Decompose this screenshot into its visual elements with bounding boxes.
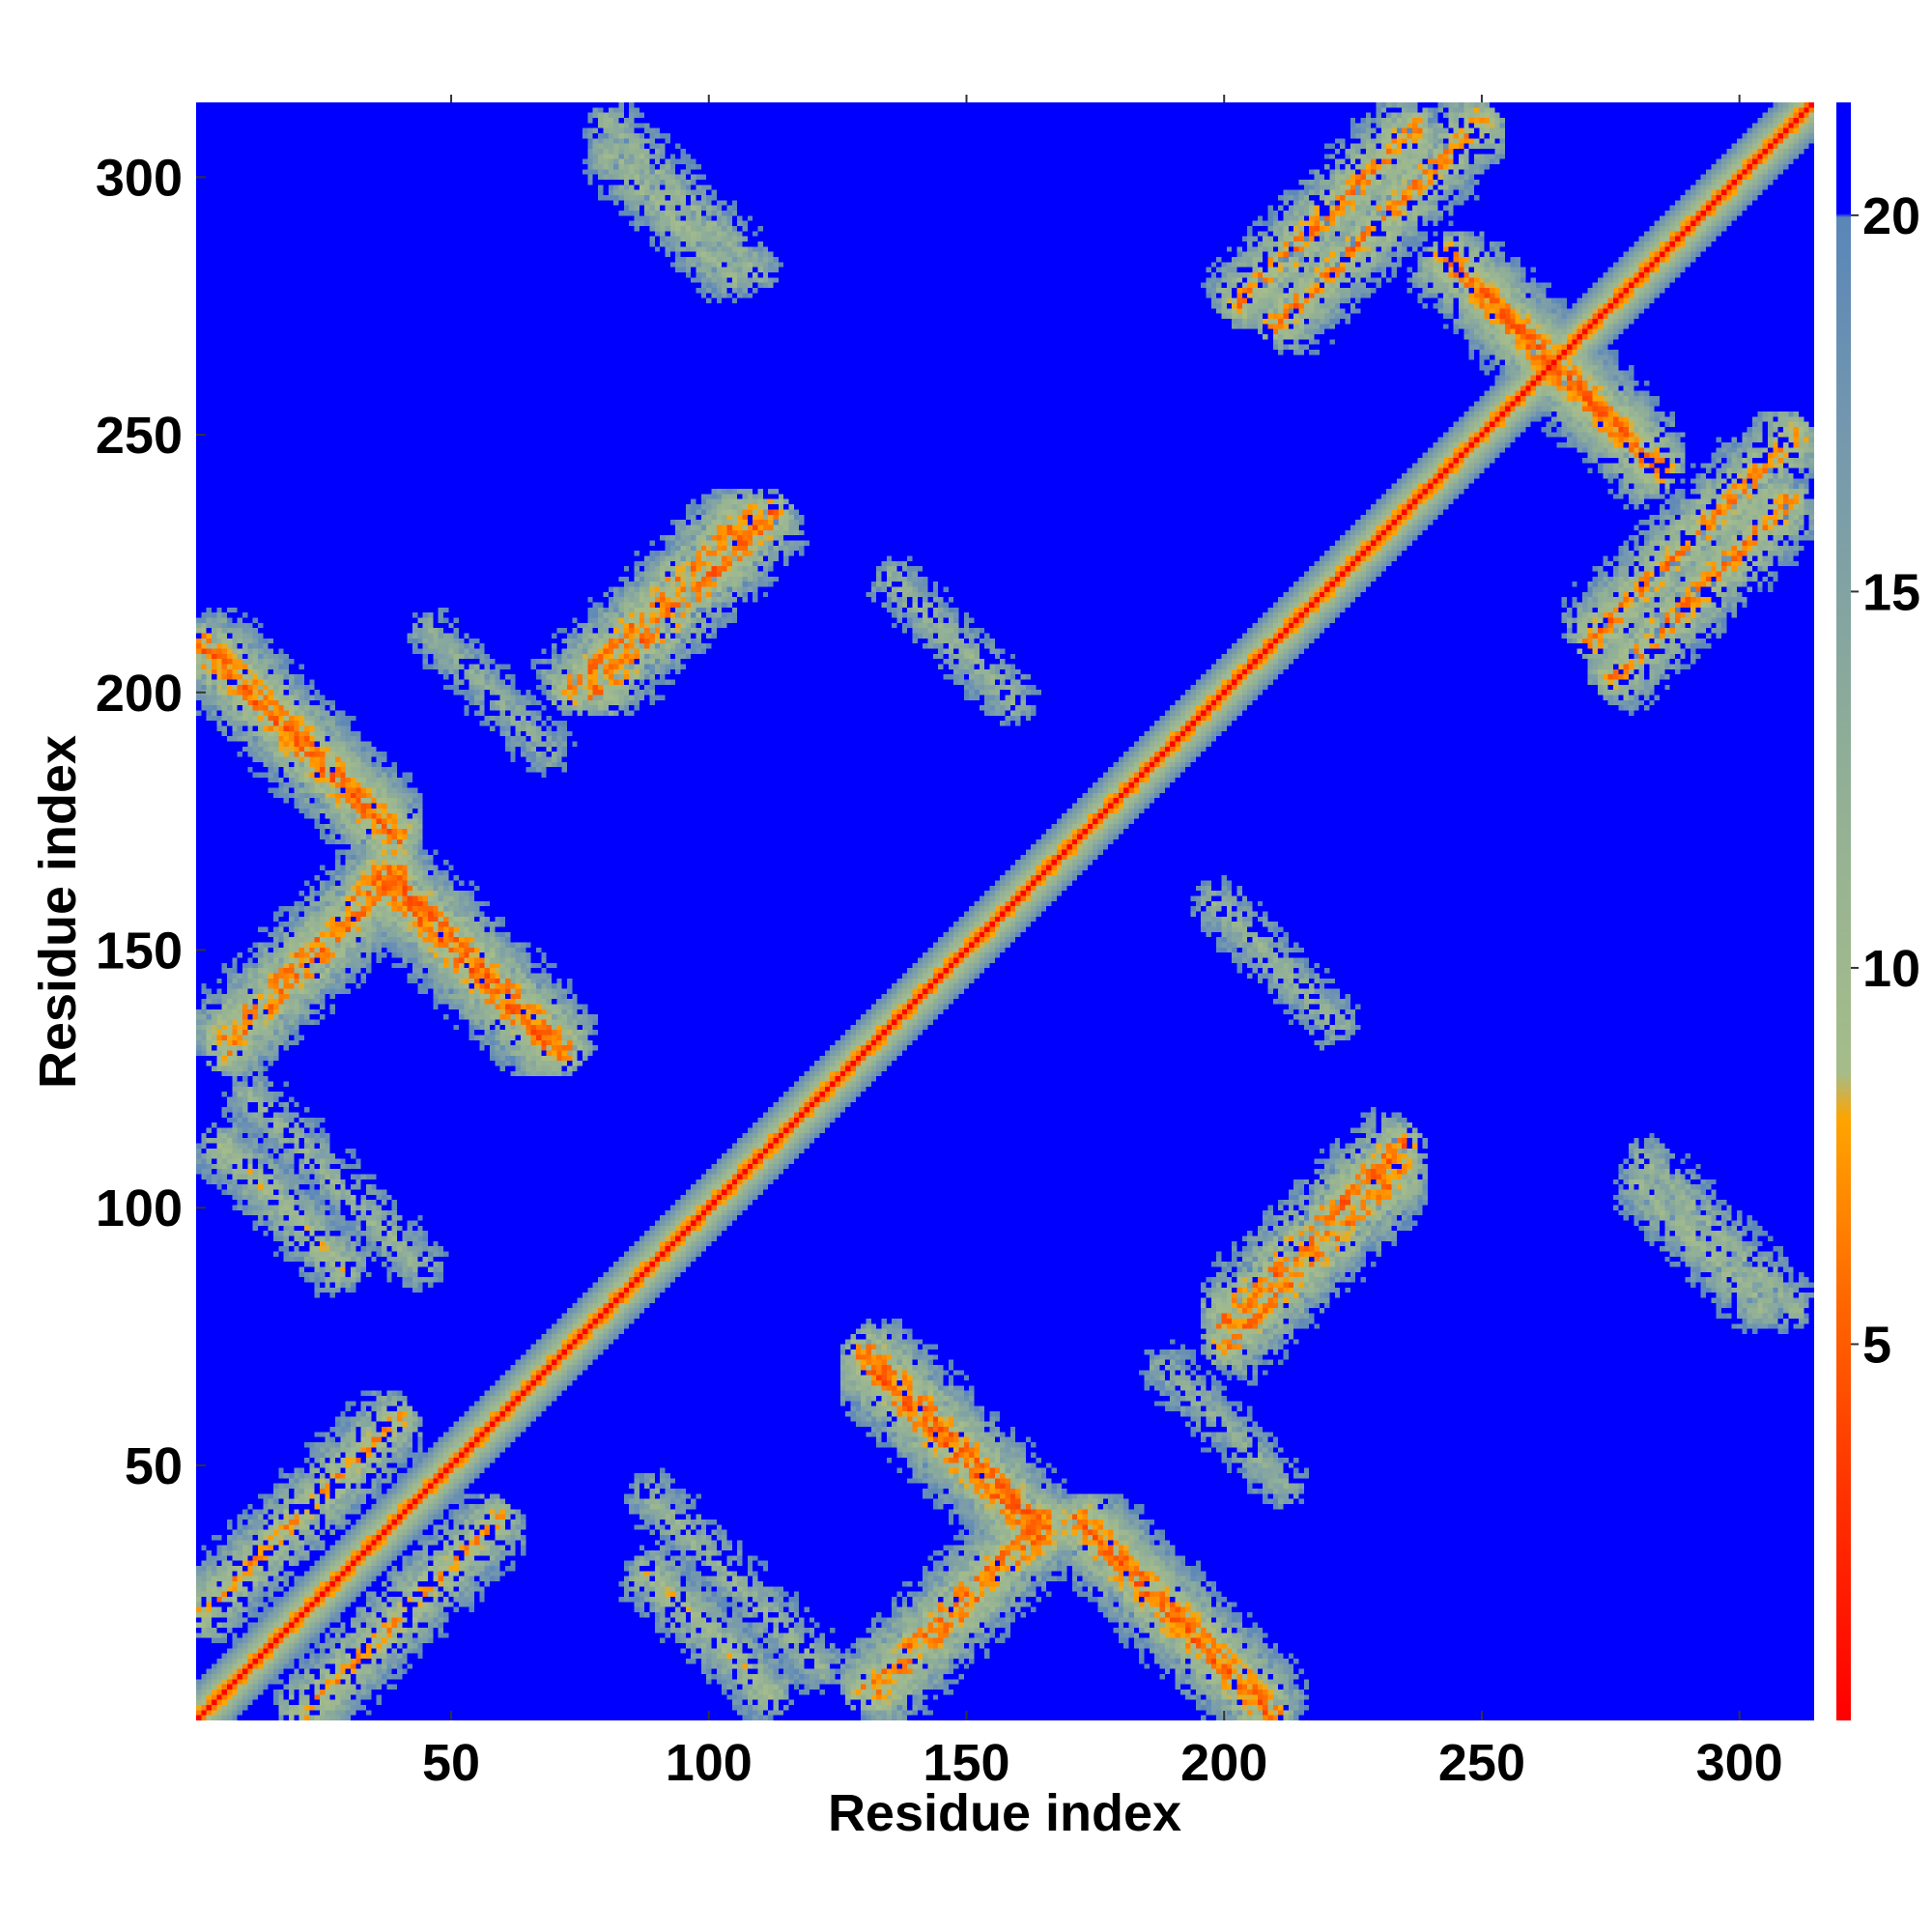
y-tick-label: 200	[96, 665, 183, 723]
colorbar-tick-label: 15	[1862, 563, 1920, 621]
x-tick-label: 50	[422, 1734, 480, 1792]
x-axis-ticks: 50 100 150 200 250 300	[422, 95, 1783, 1792]
y-tick-label: 50	[125, 1437, 183, 1495]
colorbar-ticks: 5 10 15 20	[1851, 187, 1920, 1374]
x-tick-label: 150	[923, 1734, 1009, 1792]
heatmap-plot-area	[196, 102, 1814, 1720]
y-axis-ticks: 50 100 150 200 250 300	[96, 149, 206, 1495]
x-tick-label: 100	[666, 1734, 753, 1792]
colorbar	[1836, 102, 1851, 1720]
y-tick-label: 250	[96, 407, 183, 465]
y-axis-title: Residue index	[29, 735, 87, 1089]
y-tick-label: 100	[96, 1179, 183, 1237]
x-axis-title: Residue index	[828, 1784, 1181, 1842]
colorbar-tick-label: 5	[1862, 1316, 1891, 1374]
x-tick-label: 200	[1180, 1734, 1267, 1792]
x-tick-label: 300	[1696, 1734, 1783, 1792]
colorbar-tick-label: 10	[1862, 940, 1920, 998]
y-tick-label: 300	[96, 149, 183, 207]
x-tick-label: 250	[1438, 1734, 1525, 1792]
y-tick-label: 150	[96, 923, 183, 980]
colorbar-tick-label: 20	[1862, 187, 1920, 245]
